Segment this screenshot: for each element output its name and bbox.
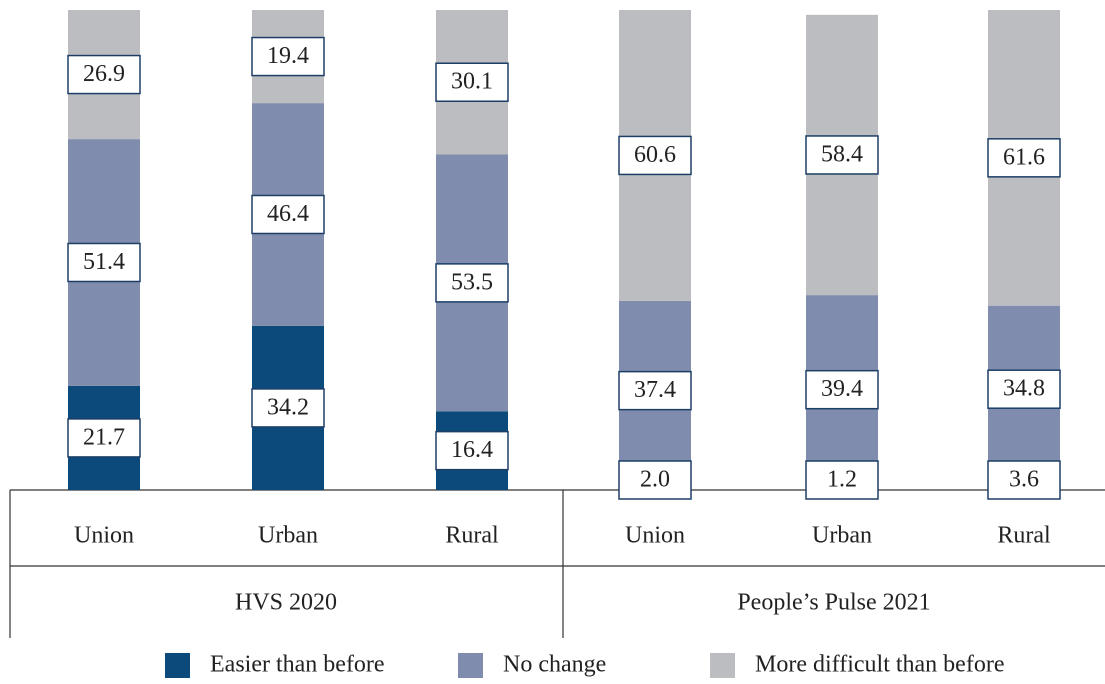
x-tick-label: Urban (258, 523, 318, 549)
legend-swatch (458, 653, 483, 678)
x-tick-label: Urban (812, 523, 872, 549)
label-box (435, 62, 509, 102)
legend-swatch (165, 653, 190, 678)
data-label: 2.0 (640, 467, 670, 493)
x-tick-label: Rural (997, 523, 1051, 549)
group-label: People’s Pulse 2021 (737, 590, 930, 616)
label-box (805, 369, 879, 410)
label-box (251, 388, 325, 428)
data-label: 58.4 (821, 141, 863, 167)
label-box (987, 460, 1061, 500)
label-box (618, 370, 692, 411)
label-box (618, 460, 692, 500)
data-label: 51.4 (83, 249, 125, 275)
data-label: 34.2 (267, 394, 309, 420)
label-box (805, 460, 879, 500)
label-box (67, 54, 141, 95)
label-box (805, 135, 879, 175)
x-tick-label: Union (74, 523, 134, 549)
data-label: 26.9 (83, 61, 125, 87)
label-box (67, 418, 141, 458)
data-label: 21.7 (83, 424, 125, 450)
group-label: HVS 2020 (235, 590, 337, 616)
data-label: 39.4 (821, 376, 863, 402)
x-tick-label: Rural (445, 523, 499, 549)
label-box (435, 263, 509, 303)
data-label: 37.4 (634, 377, 676, 403)
data-label: 3.6 (1009, 467, 1039, 493)
x-tick-label: Union (625, 523, 685, 549)
data-label: 53.5 (451, 269, 493, 295)
label-box (251, 36, 325, 77)
data-label: 30.1 (451, 69, 493, 95)
label-box (67, 242, 141, 283)
label-box (987, 369, 1061, 409)
data-label: 19.4 (267, 43, 309, 69)
label-box (251, 194, 325, 235)
data-label: 61.6 (1003, 144, 1045, 170)
legend-label: More difficult than before (755, 652, 1004, 678)
label-box (987, 138, 1061, 178)
legend-label: Easier than before (210, 652, 385, 678)
data-label: 16.4 (451, 437, 493, 463)
data-label: 34.8 (1003, 376, 1045, 402)
label-box (435, 430, 509, 471)
legend-swatch (710, 653, 735, 678)
label-box (618, 135, 692, 176)
data-label: 46.4 (267, 201, 309, 227)
data-label: 60.6 (634, 142, 676, 168)
data-label: 1.2 (827, 467, 857, 493)
legend-label: No change (503, 652, 606, 678)
